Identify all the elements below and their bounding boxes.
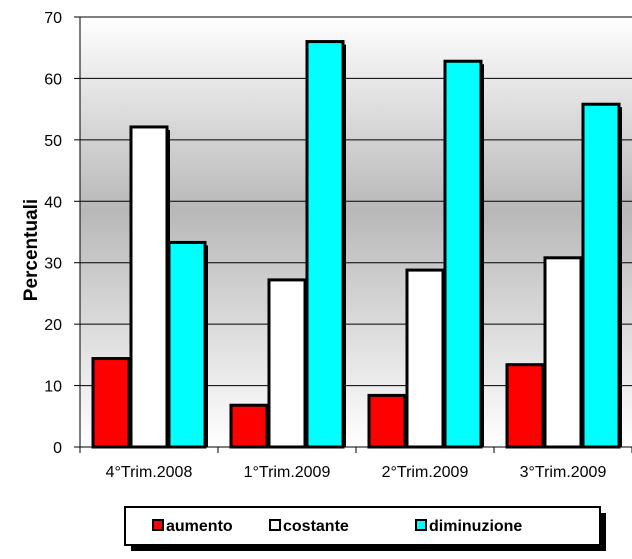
x-tick-label: 4°Trim.2008 (106, 464, 193, 481)
legend-swatch-aumento (152, 519, 164, 531)
bar-diminuzione-3 (443, 59, 483, 449)
bar-diminuzione-1 (167, 240, 207, 449)
bar-aumento-1 (91, 357, 131, 449)
x-tick-label: 3°Trim.2009 (520, 464, 607, 481)
y-tick-labels: 0 10 20 30 40 50 60 70 (44, 10, 62, 457)
y-tick-label: 30 (44, 256, 62, 273)
bar-diminuzione-4 (581, 102, 621, 449)
bar-costante-4 (543, 256, 583, 449)
legend-label-aumento: aumento (166, 518, 233, 535)
axes (74, 16, 632, 453)
bar-aumento-4 (505, 363, 545, 449)
y-tick-label: 10 (44, 379, 62, 396)
bar-costante-3 (405, 268, 445, 449)
bar-costante-2 (267, 278, 307, 449)
y-tick-label: 60 (44, 71, 62, 88)
legend-label-diminuzione: diminuzione (429, 518, 522, 535)
y-tick-label: 70 (44, 10, 62, 27)
legend-swatch-diminuzione (415, 519, 427, 531)
y-tick-label: 20 (44, 317, 62, 334)
bar-diminuzione-2 (305, 40, 345, 449)
x-tick-label: 1°Trim.2009 (244, 464, 331, 481)
legend: aumento costante diminuzione (124, 506, 606, 551)
y-axis-title: Percentuali (21, 199, 42, 301)
x-tick-label: 2°Trim.2009 (382, 464, 469, 481)
bar-aumento-2 (229, 403, 269, 449)
y-tick-label: 0 (53, 440, 62, 457)
legend-label-costante: costante (283, 518, 349, 535)
bar-costante-1 (129, 125, 169, 449)
bars (91, 40, 622, 449)
legend-swatch-costante (269, 519, 281, 531)
y-tick-label: 50 (44, 133, 62, 150)
x-tick-labels: 4°Trim.2008 1°Trim.2009 2°Trim.2009 3°Trim.… (106, 464, 607, 481)
y-tick-label: 40 (44, 194, 62, 211)
bar-aumento-3 (367, 393, 407, 449)
